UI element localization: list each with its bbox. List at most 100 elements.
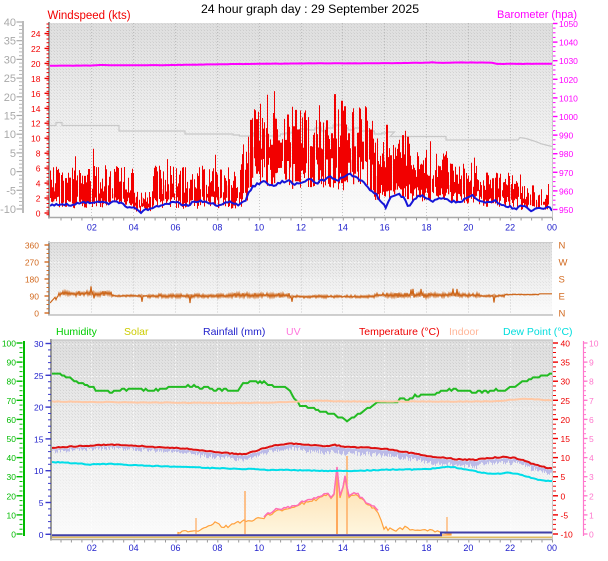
svg-text:40: 40 bbox=[4, 17, 16, 29]
svg-text:18: 18 bbox=[421, 223, 431, 233]
svg-text:10: 10 bbox=[31, 134, 41, 144]
svg-text:10: 10 bbox=[589, 339, 599, 349]
svg-text:30: 30 bbox=[4, 54, 16, 66]
svg-text:10: 10 bbox=[561, 453, 571, 463]
svg-text:0: 0 bbox=[561, 491, 566, 501]
svg-text:20: 20 bbox=[561, 415, 571, 425]
svg-text:30: 30 bbox=[561, 377, 571, 387]
svg-text:08: 08 bbox=[212, 223, 222, 233]
svg-text:Indoor: Indoor bbox=[449, 326, 479, 338]
svg-text:10: 10 bbox=[7, 510, 17, 520]
svg-text:8: 8 bbox=[589, 377, 594, 387]
svg-text:14: 14 bbox=[31, 104, 41, 114]
svg-text:1040: 1040 bbox=[559, 38, 578, 48]
svg-text:6: 6 bbox=[36, 164, 41, 174]
svg-text:5: 5 bbox=[589, 434, 594, 444]
svg-text:5: 5 bbox=[39, 498, 44, 508]
svg-text:20: 20 bbox=[463, 543, 473, 553]
svg-text:960: 960 bbox=[559, 186, 573, 196]
svg-text:16: 16 bbox=[31, 89, 41, 99]
svg-text:-10: -10 bbox=[561, 530, 574, 540]
svg-text:25: 25 bbox=[34, 371, 44, 381]
svg-text:20: 20 bbox=[7, 491, 17, 501]
svg-text:970: 970 bbox=[559, 168, 573, 178]
svg-text:0: 0 bbox=[589, 530, 594, 540]
svg-text:00: 00 bbox=[547, 223, 557, 233]
svg-text:Dew Point (°C): Dew Point (°C) bbox=[503, 326, 573, 338]
svg-text:40: 40 bbox=[561, 339, 571, 349]
svg-text:1030: 1030 bbox=[559, 56, 578, 66]
svg-text:12: 12 bbox=[296, 543, 306, 553]
svg-text:4: 4 bbox=[589, 453, 594, 463]
svg-text:18: 18 bbox=[31, 74, 41, 84]
svg-text:-10: -10 bbox=[0, 204, 16, 216]
svg-text:12: 12 bbox=[31, 119, 41, 129]
svg-text:35: 35 bbox=[561, 358, 571, 368]
svg-text:270: 270 bbox=[25, 258, 39, 268]
svg-text:N: N bbox=[559, 241, 566, 252]
svg-text:22: 22 bbox=[505, 223, 515, 233]
svg-text:W: W bbox=[559, 258, 568, 269]
svg-text:1050: 1050 bbox=[559, 19, 578, 29]
svg-text:25: 25 bbox=[4, 73, 16, 85]
svg-text:02: 02 bbox=[87, 223, 97, 233]
svg-text:980: 980 bbox=[559, 149, 573, 159]
svg-text:0: 0 bbox=[34, 309, 39, 319]
svg-text:35: 35 bbox=[4, 36, 16, 48]
svg-text:990: 990 bbox=[559, 131, 573, 141]
svg-text:30: 30 bbox=[34, 339, 44, 349]
svg-text:1010: 1010 bbox=[559, 93, 578, 103]
svg-text:20: 20 bbox=[31, 59, 41, 69]
svg-text:70: 70 bbox=[7, 396, 17, 406]
svg-text:10: 10 bbox=[34, 466, 44, 476]
svg-text:5: 5 bbox=[561, 472, 566, 482]
svg-text:4: 4 bbox=[36, 179, 41, 189]
svg-text:08: 08 bbox=[212, 543, 222, 553]
svg-text:10: 10 bbox=[254, 543, 264, 553]
svg-text:16: 16 bbox=[380, 223, 390, 233]
svg-text:Humidity: Humidity bbox=[56, 326, 98, 338]
svg-text:14: 14 bbox=[338, 543, 348, 553]
svg-text:20: 20 bbox=[463, 223, 473, 233]
svg-text:8: 8 bbox=[36, 149, 41, 159]
svg-text:360: 360 bbox=[25, 241, 39, 251]
svg-text:E: E bbox=[559, 292, 565, 303]
svg-text:UV: UV bbox=[286, 326, 301, 338]
svg-text:22: 22 bbox=[505, 543, 515, 553]
svg-text:25: 25 bbox=[561, 396, 571, 406]
svg-text:1000: 1000 bbox=[559, 112, 578, 122]
svg-text:2: 2 bbox=[589, 491, 594, 501]
svg-text:90: 90 bbox=[30, 292, 40, 302]
svg-text:60: 60 bbox=[7, 415, 17, 425]
svg-text:180: 180 bbox=[25, 275, 39, 285]
svg-text:16: 16 bbox=[380, 543, 390, 553]
svg-text:S: S bbox=[559, 275, 565, 286]
svg-text:04: 04 bbox=[129, 223, 139, 233]
svg-text:24: 24 bbox=[31, 29, 41, 39]
svg-text:12: 12 bbox=[296, 223, 306, 233]
svg-text:90: 90 bbox=[7, 358, 17, 368]
svg-text:15: 15 bbox=[34, 434, 44, 444]
svg-text:5: 5 bbox=[10, 148, 16, 160]
svg-text:0: 0 bbox=[36, 209, 41, 219]
svg-text:1: 1 bbox=[589, 510, 594, 520]
svg-text:0: 0 bbox=[11, 530, 16, 540]
svg-text:100: 100 bbox=[2, 339, 16, 349]
svg-text:24 hour graph day : 29 Septemb: 24 hour graph day : 29 September 2025 bbox=[201, 2, 419, 16]
svg-text:06: 06 bbox=[170, 543, 180, 553]
svg-text:80: 80 bbox=[7, 377, 17, 387]
svg-text:30: 30 bbox=[7, 472, 17, 482]
svg-text:6: 6 bbox=[589, 415, 594, 425]
svg-text:-5: -5 bbox=[561, 510, 569, 520]
svg-text:40: 40 bbox=[7, 453, 17, 463]
svg-text:Rainfall (mm): Rainfall (mm) bbox=[203, 326, 265, 338]
svg-text:950: 950 bbox=[559, 205, 573, 215]
svg-text:-5: -5 bbox=[6, 185, 16, 197]
svg-text:02: 02 bbox=[87, 543, 97, 553]
svg-text:18: 18 bbox=[421, 543, 431, 553]
svg-text:Temperature (°C): Temperature (°C) bbox=[359, 326, 440, 338]
svg-text:10: 10 bbox=[254, 223, 264, 233]
svg-text:14: 14 bbox=[338, 223, 348, 233]
svg-text:Solar: Solar bbox=[124, 326, 149, 338]
svg-text:00: 00 bbox=[547, 543, 557, 553]
